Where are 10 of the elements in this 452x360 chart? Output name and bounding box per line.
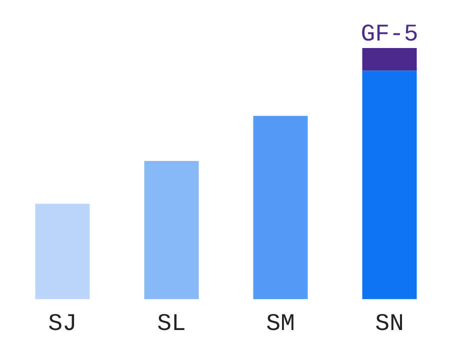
x-tick-label: SJ [48, 310, 77, 338]
x-tick-label: SL [157, 310, 186, 338]
bar [253, 116, 308, 300]
series-label: GF-5 [360, 21, 418, 48]
bar [144, 161, 199, 300]
x-tick-label: SM [266, 310, 295, 338]
bar [362, 48, 417, 71]
x-tick-label: SN [375, 310, 404, 338]
bar [362, 70, 417, 300]
bar [35, 204, 90, 300]
